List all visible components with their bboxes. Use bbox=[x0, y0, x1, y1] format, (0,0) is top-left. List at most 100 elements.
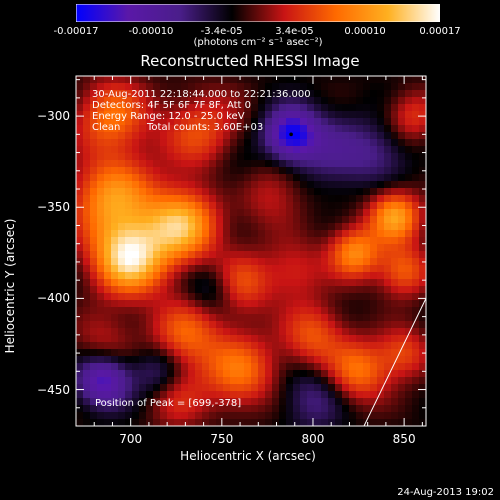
heatmap-cell bbox=[181, 286, 189, 294]
heatmap-cell bbox=[265, 209, 273, 217]
heatmap-cell bbox=[139, 90, 147, 98]
heatmap-cell bbox=[384, 104, 392, 112]
heatmap-cell bbox=[160, 356, 168, 364]
heatmap-cell bbox=[76, 146, 84, 154]
heatmap-cell bbox=[251, 314, 259, 322]
heatmap-cell bbox=[83, 216, 91, 224]
heatmap-cell bbox=[146, 174, 154, 182]
heatmap-cell bbox=[419, 307, 426, 315]
heatmap-cell bbox=[237, 349, 245, 357]
heatmap-cell bbox=[356, 125, 364, 133]
heatmap-cell bbox=[370, 90, 378, 98]
heatmap-cell bbox=[125, 188, 133, 196]
heatmap-cell bbox=[307, 83, 315, 91]
heatmap-cell bbox=[104, 174, 112, 182]
heatmap-cell bbox=[321, 356, 329, 364]
heatmap-cell bbox=[279, 335, 287, 343]
heatmap-cell bbox=[153, 279, 161, 287]
heatmap-cell bbox=[174, 104, 182, 112]
heatmap-cell bbox=[139, 237, 147, 245]
heatmap-cell bbox=[370, 83, 378, 91]
heatmap-cell bbox=[97, 307, 105, 315]
heatmap-cell bbox=[272, 216, 280, 224]
heatmap-cell bbox=[405, 237, 413, 245]
heatmap-cell bbox=[251, 405, 259, 413]
heatmap-cell bbox=[97, 230, 105, 238]
heatmap-cell bbox=[293, 125, 301, 133]
heatmap-cell bbox=[349, 216, 357, 224]
heatmap-cell bbox=[97, 398, 105, 406]
heatmap-cell bbox=[328, 83, 336, 91]
heatmap-cell bbox=[153, 104, 161, 112]
heatmap-cell bbox=[174, 405, 182, 413]
heatmap-cell bbox=[90, 293, 98, 301]
heatmap-cell bbox=[286, 293, 294, 301]
heatmap-cell bbox=[97, 125, 105, 133]
heatmap-cell bbox=[188, 160, 196, 168]
heatmap-cell bbox=[419, 237, 426, 245]
heatmap-cell bbox=[104, 356, 112, 364]
heatmap-cell bbox=[251, 300, 259, 308]
heatmap-cell bbox=[307, 258, 315, 266]
heatmap-cell bbox=[307, 356, 315, 364]
heatmap-cell bbox=[251, 223, 259, 231]
heatmap-cell bbox=[314, 118, 322, 126]
heatmap-cell bbox=[76, 111, 84, 119]
heatmap-cell bbox=[370, 349, 378, 357]
heatmap-cell bbox=[174, 342, 182, 350]
heatmap-cell bbox=[146, 272, 154, 280]
heatmap-cell bbox=[258, 167, 266, 175]
heatmap-cell bbox=[251, 230, 259, 238]
heatmap-cell bbox=[202, 83, 210, 91]
colorbar-tick-label: 3.4e-05 bbox=[275, 26, 314, 37]
heatmap-cell bbox=[286, 76, 294, 84]
heatmap-cell bbox=[342, 391, 350, 399]
heatmap-cell bbox=[118, 321, 126, 329]
heatmap-cell bbox=[76, 244, 84, 252]
heatmap-cell bbox=[307, 342, 315, 350]
heatmap-cell bbox=[83, 237, 91, 245]
heatmap-cell bbox=[223, 76, 231, 84]
heatmap-cell bbox=[209, 146, 217, 154]
heatmap-cell bbox=[307, 244, 315, 252]
heatmap-cell bbox=[405, 300, 413, 308]
heatmap-cell bbox=[97, 76, 105, 84]
heatmap-cell bbox=[328, 251, 336, 259]
heatmap-cell bbox=[83, 279, 91, 287]
heatmap-cell bbox=[349, 153, 357, 161]
heatmap-cell bbox=[104, 335, 112, 343]
heatmap-cell bbox=[279, 167, 287, 175]
heatmap-cell bbox=[349, 90, 357, 98]
heatmap-cell bbox=[188, 111, 196, 119]
heatmap-cell bbox=[209, 286, 217, 294]
heatmap-cell bbox=[342, 167, 350, 175]
heatmap-cell bbox=[342, 419, 350, 426]
heatmap-cell bbox=[244, 90, 252, 98]
heatmap-cell bbox=[195, 90, 203, 98]
heatmap-cell bbox=[216, 132, 224, 140]
heatmap-cell bbox=[384, 356, 392, 364]
heatmap-cell bbox=[76, 405, 84, 413]
heatmap-cell bbox=[237, 90, 245, 98]
heatmap-cell bbox=[97, 237, 105, 245]
heatmap-cell bbox=[279, 314, 287, 322]
heatmap-cell bbox=[174, 251, 182, 259]
heatmap-cell bbox=[419, 202, 426, 210]
heatmap-cell bbox=[363, 174, 371, 182]
heatmap-cell bbox=[412, 146, 420, 154]
heatmap-cell bbox=[328, 335, 336, 343]
heatmap-cell bbox=[153, 307, 161, 315]
heatmap-cell bbox=[328, 125, 336, 133]
heatmap-cell bbox=[307, 230, 315, 238]
heatmap-cell bbox=[419, 174, 426, 182]
heatmap-cell bbox=[223, 342, 231, 350]
heatmap-cell bbox=[104, 363, 112, 371]
heatmap-cell bbox=[342, 363, 350, 371]
heatmap-cell bbox=[377, 286, 385, 294]
heatmap-cell bbox=[419, 188, 426, 196]
heatmap-cell bbox=[146, 286, 154, 294]
heatmap-cell bbox=[209, 419, 217, 426]
heatmap-cell bbox=[132, 97, 140, 105]
heatmap-cell bbox=[104, 83, 112, 91]
heatmap-cell bbox=[223, 216, 231, 224]
